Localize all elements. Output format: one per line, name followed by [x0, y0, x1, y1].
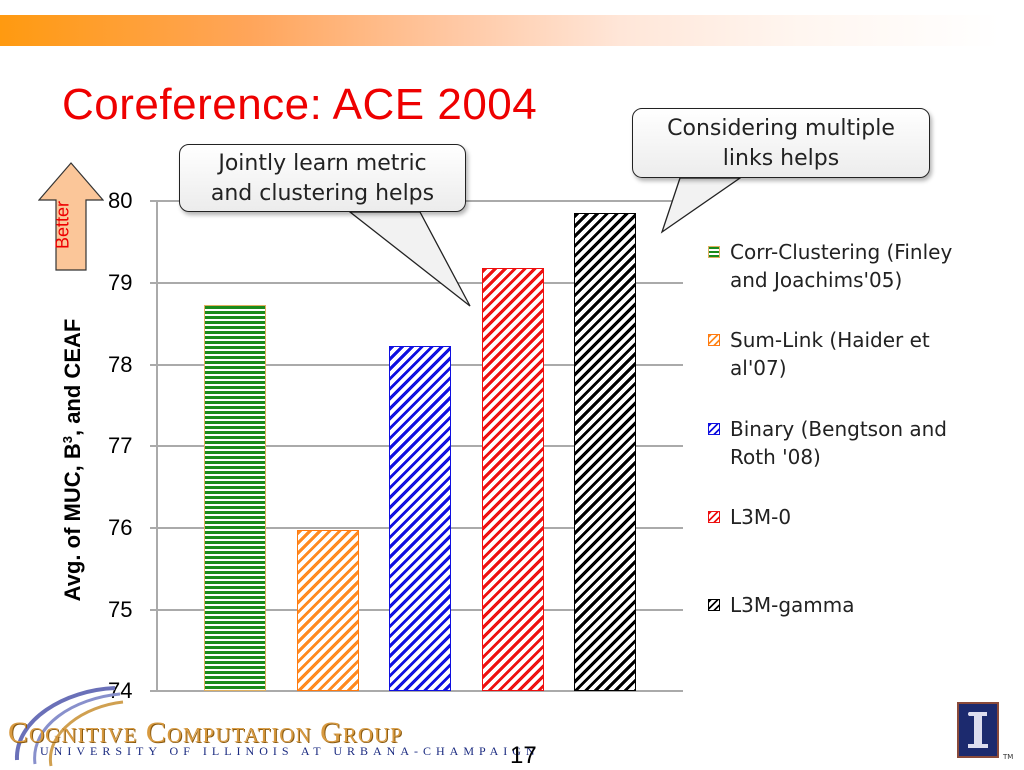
legend-item-binary: Binary (Bengtson and Roth '08): [708, 415, 980, 471]
gridline-74: [150, 690, 683, 692]
bar-sum-link: [297, 530, 359, 691]
legend-label: Corr-Clustering (Finley and Joachims'05): [730, 240, 953, 292]
slide-title: Coreference: ACE 2004: [62, 80, 538, 129]
y-tick-label: 78: [108, 352, 133, 377]
ccg-logo-text: Cognitive Computation Group: [8, 716, 403, 749]
legend-swatch: [708, 511, 720, 523]
bar-l3m-0: [482, 268, 544, 691]
callout-text: links helps: [722, 146, 840, 171]
y-tick-label: 75: [108, 597, 133, 622]
ccg-swoosh-icon: [14, 686, 124, 767]
bar-corr-clustering: [204, 305, 266, 691]
legend-swatch: [708, 246, 720, 258]
legend-label: L3M-gamma: [730, 593, 855, 617]
ccg-logo-subtitle: UNIVERSITY OF ILLINOIS AT URBANA-CHAMPAI…: [40, 744, 540, 758]
legend-item-l3m-gamma: L3M-gamma: [708, 591, 980, 619]
bar-l3m-gamma: [574, 213, 636, 691]
callout-text: and clustering helps: [210, 181, 435, 206]
page-number: 17: [510, 742, 537, 769]
up-arrow-icon: [38, 162, 104, 271]
y-axis-line: [156, 200, 158, 691]
bar-binary: [389, 346, 451, 691]
uiuc-logo-icon: [957, 702, 999, 758]
legend-label: L3M-0: [730, 505, 792, 529]
legend-label: Sum-Link (Haider et al'07): [730, 328, 930, 380]
legend-item-corr-clustering: Corr-Clustering (Finley and Joachims'05): [708, 238, 980, 294]
better-arrow: [38, 162, 104, 272]
y-tick-label: 80: [108, 188, 133, 213]
callout-text: Considering multiple: [667, 116, 895, 141]
header-gradient-bar: [0, 15, 1000, 46]
legend-swatch: [708, 423, 720, 435]
legend-item-l3m-0: L3M-0: [708, 503, 980, 531]
y-tick-label: 79: [108, 270, 133, 295]
legend-swatch: [708, 599, 720, 611]
legend-label: Binary (Bengtson and Roth '08): [730, 417, 947, 469]
callout-jointly-learn: Jointly learn metric and clustering help…: [179, 144, 466, 212]
callout-multiple-links: Considering multiple links helps: [632, 108, 930, 178]
gridline-79: [150, 282, 683, 284]
y-tick-label: 77: [108, 433, 133, 458]
legend-swatch: [708, 334, 720, 346]
y-tick-label: 76: [108, 515, 133, 540]
y-tick-label: 74: [108, 678, 133, 703]
trademark-label: TM: [1003, 753, 1014, 761]
callout-text: Jointly learn metric: [218, 151, 427, 176]
legend-item-sum-link: Sum-Link (Haider et al'07): [708, 326, 980, 382]
